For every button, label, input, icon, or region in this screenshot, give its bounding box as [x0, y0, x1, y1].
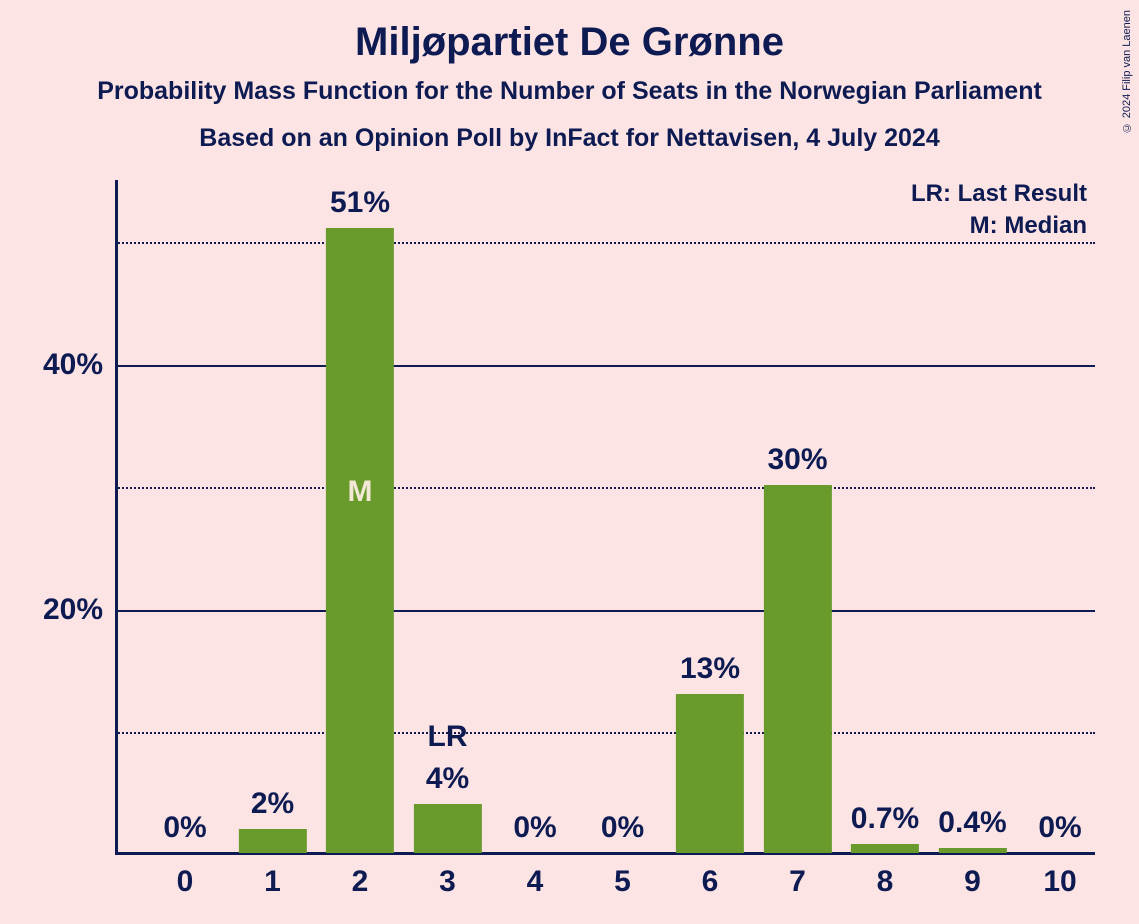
grid-minor: [115, 487, 1095, 489]
y-axis-line: [115, 180, 118, 855]
bar: 0.7%: [851, 844, 919, 853]
legend-lr: LR: Last Result: [911, 180, 1087, 208]
x-axis-label: 3: [439, 865, 456, 899]
grid-minor: [115, 242, 1095, 244]
grid-major: [115, 365, 1095, 367]
bar-value-label: 51%: [330, 186, 390, 220]
bar: 4%LR: [413, 804, 481, 853]
y-axis-label: 40%: [43, 348, 103, 382]
x-axis-label: 8: [877, 865, 894, 899]
bar: 0.4%: [938, 848, 1006, 853]
chart-subtitle-1: Probability Mass Function for the Number…: [0, 65, 1139, 106]
x-axis-label: 1: [264, 865, 281, 899]
chart-plot-area: LR: Last Result M: Median 20%40%00%12%25…: [115, 180, 1095, 855]
chart-subtitle-2: Based on an Opinion Poll by InFact for N…: [0, 106, 1139, 153]
bar-value-label: 0.7%: [851, 802, 919, 836]
bar: 2%: [238, 829, 306, 854]
bar: 30%: [763, 485, 831, 853]
x-axis-label: 2: [352, 865, 369, 899]
x-axis-label: 9: [964, 865, 981, 899]
bar-value-label: 0%: [513, 811, 556, 845]
y-axis-label: 20%: [43, 593, 103, 627]
bar-value-label: 2%: [251, 787, 294, 821]
bar-value-label: 0%: [1038, 811, 1081, 845]
bar: 51%M: [326, 228, 394, 853]
grid-minor: [115, 732, 1095, 734]
bar-value-label: 0%: [163, 811, 206, 845]
bar-value-label: 13%: [680, 652, 740, 686]
bar-value-label: 4%: [426, 762, 469, 796]
legend-m: M: Median: [970, 212, 1087, 240]
chart-container: Miljøpartiet De Grønne Probability Mass …: [0, 0, 1139, 924]
bar: 13%: [676, 694, 744, 853]
x-axis-label: 5: [614, 865, 631, 899]
grid-major: [115, 610, 1095, 612]
x-axis-label: 7: [789, 865, 806, 899]
x-axis-label: 6: [702, 865, 719, 899]
bar-value-label: 0%: [601, 811, 644, 845]
bar-value-label: 0.4%: [938, 806, 1006, 840]
copyright-label: © 2024 Filip van Laenen: [1121, 10, 1133, 133]
median-marker: M: [348, 475, 373, 509]
x-axis-label: 4: [527, 865, 544, 899]
x-axis-label: 10: [1043, 865, 1076, 899]
chart-title: Miljøpartiet De Grønne: [0, 0, 1139, 65]
last-result-marker: LR: [428, 720, 468, 754]
bar-value-label: 30%: [767, 443, 827, 477]
x-axis-label: 0: [177, 865, 194, 899]
